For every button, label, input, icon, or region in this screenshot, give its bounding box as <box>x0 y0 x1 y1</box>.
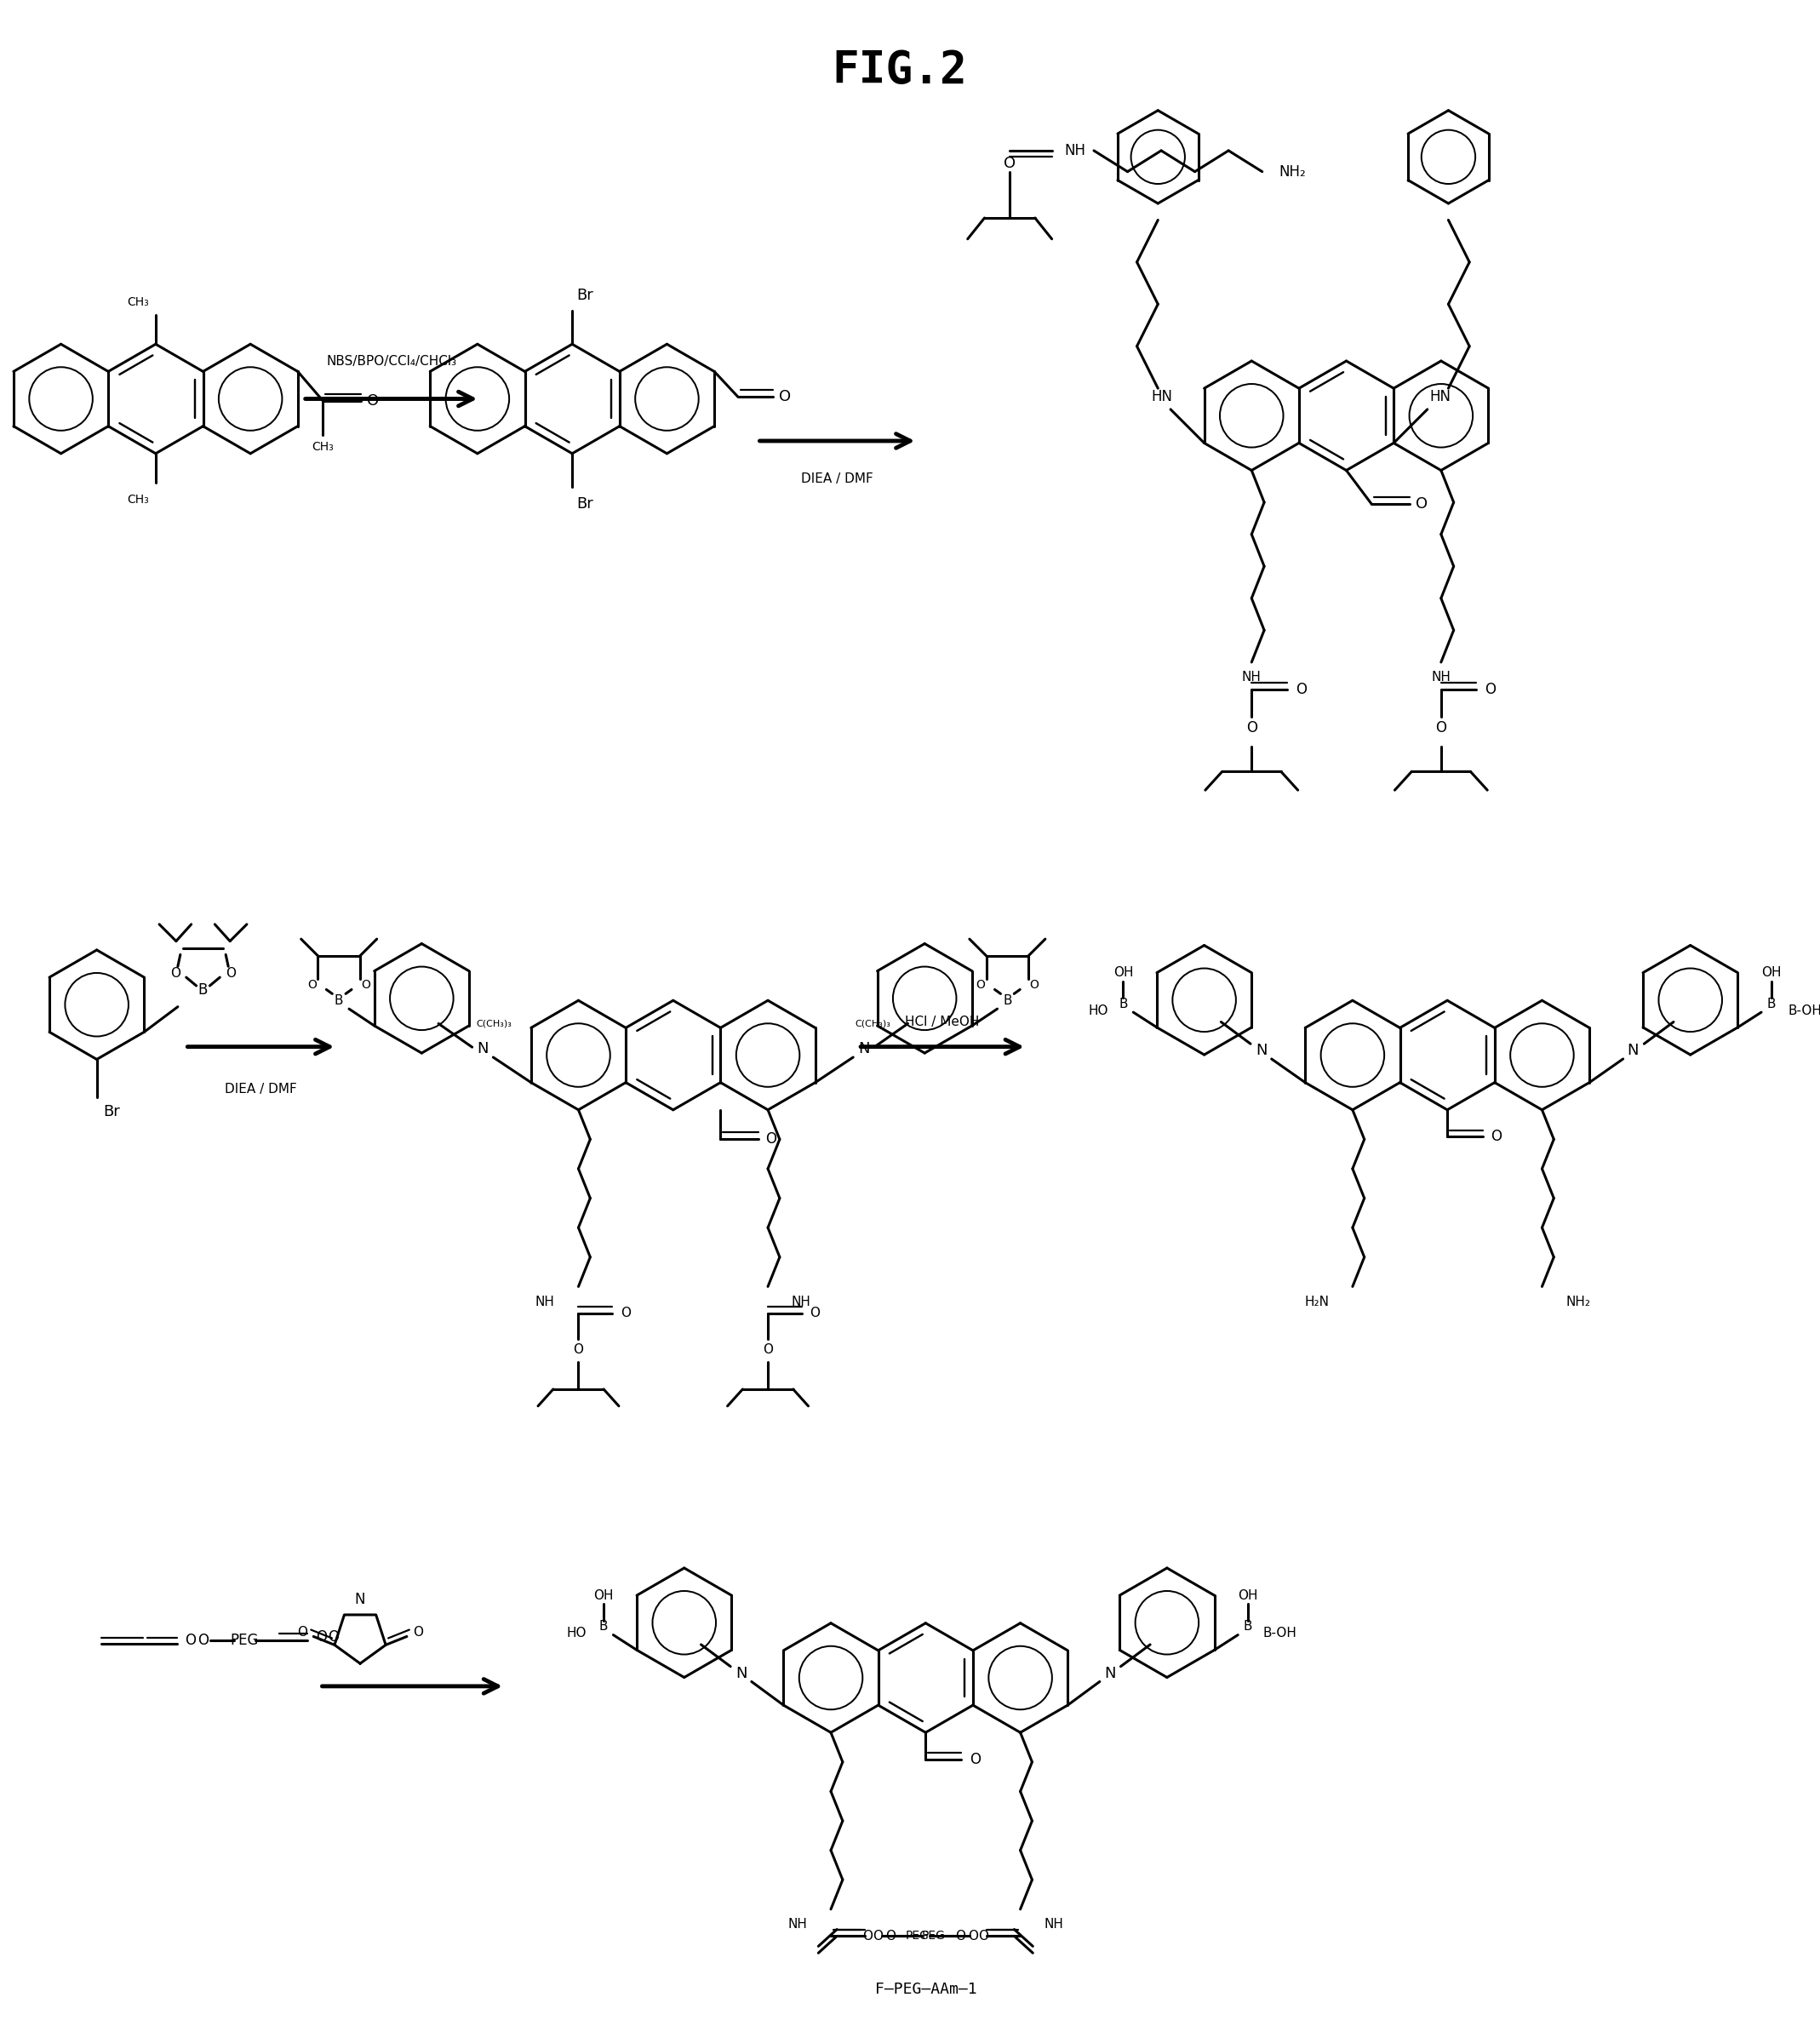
Text: CH₃: CH₃ <box>311 441 335 454</box>
Text: F–PEG–AAm–1: F–PEG–AAm–1 <box>875 1982 977 1996</box>
Text: PEG: PEG <box>921 1931 945 1943</box>
Text: B: B <box>335 995 344 1007</box>
Text: O: O <box>1003 155 1016 172</box>
Text: O: O <box>763 1344 774 1357</box>
Text: B: B <box>599 1620 608 1632</box>
Text: O: O <box>970 1751 981 1767</box>
Text: O: O <box>413 1626 422 1638</box>
Text: O: O <box>621 1308 632 1320</box>
Text: C(CH₃)₃: C(CH₃)₃ <box>855 1019 890 1028</box>
Text: B: B <box>1243 1620 1252 1632</box>
Text: OH: OH <box>1762 966 1782 979</box>
Text: O: O <box>886 1931 895 1943</box>
Text: NH: NH <box>535 1295 555 1308</box>
Text: NH₂: NH₂ <box>1565 1295 1591 1308</box>
Text: NBS/BPO/CCl₄/CHCl₃: NBS/BPO/CCl₄/CHCl₃ <box>326 355 457 368</box>
Text: O: O <box>764 1132 775 1146</box>
Text: PEG: PEG <box>229 1632 258 1647</box>
Text: CH₃: CH₃ <box>127 494 149 507</box>
Text: O: O <box>1030 979 1039 991</box>
Text: OH: OH <box>1238 1589 1258 1602</box>
Text: Br: Br <box>104 1103 120 1120</box>
Text: N: N <box>355 1591 366 1608</box>
Text: O: O <box>863 1931 874 1943</box>
Text: CH₃: CH₃ <box>127 296 149 308</box>
Text: O: O <box>1491 1130 1502 1144</box>
Text: N: N <box>1256 1042 1267 1058</box>
Text: O: O <box>186 1632 197 1647</box>
Text: NH: NH <box>792 1295 812 1308</box>
Text: O: O <box>956 1931 966 1943</box>
Text: O: O <box>1416 496 1427 511</box>
Text: B: B <box>198 983 207 997</box>
Text: OH: OH <box>1114 966 1134 979</box>
Text: O: O <box>779 388 792 405</box>
Text: O: O <box>368 394 379 409</box>
Text: DIEA / DMF: DIEA / DMF <box>226 1083 297 1095</box>
Text: O: O <box>360 979 371 991</box>
Text: O: O <box>1485 682 1496 697</box>
Text: O: O <box>198 1632 209 1647</box>
Text: Br: Br <box>577 496 593 511</box>
Text: NH: NH <box>1045 1918 1063 1931</box>
Text: O: O <box>169 966 180 979</box>
Text: Br: Br <box>577 288 593 302</box>
Text: B: B <box>1003 995 1012 1007</box>
Text: NH: NH <box>1241 670 1261 684</box>
Text: NH: NH <box>788 1918 808 1931</box>
Text: B: B <box>1119 997 1128 1009</box>
Text: NH: NH <box>1431 670 1451 684</box>
Text: HO: HO <box>566 1626 586 1641</box>
Text: B: B <box>1767 997 1776 1009</box>
Text: O: O <box>1436 721 1447 735</box>
Text: N: N <box>859 1042 870 1056</box>
Text: OH: OH <box>593 1589 613 1602</box>
Text: O: O <box>810 1308 821 1320</box>
Text: N: N <box>1105 1665 1116 1681</box>
Text: B-OH: B-OH <box>1789 1005 1820 1017</box>
Text: HN: HN <box>1152 388 1172 405</box>
Text: O: O <box>308 979 317 991</box>
Text: O: O <box>968 1931 979 1943</box>
Text: DIEA / DMF: DIEA / DMF <box>801 472 874 484</box>
Text: NH: NH <box>1065 143 1087 157</box>
Text: B-OH: B-OH <box>1263 1626 1298 1641</box>
Text: O: O <box>315 1628 326 1645</box>
Text: O: O <box>297 1626 308 1638</box>
Text: FIG.2: FIG.2 <box>832 49 966 92</box>
Text: N: N <box>735 1665 748 1681</box>
Text: NH₂: NH₂ <box>1279 163 1307 180</box>
Text: PEG: PEG <box>906 1931 930 1943</box>
Text: O: O <box>874 1931 883 1943</box>
Text: O: O <box>328 1628 339 1645</box>
Text: N: N <box>477 1042 488 1056</box>
Text: HO: HO <box>1088 1005 1108 1017</box>
Text: O: O <box>573 1344 584 1357</box>
Text: O: O <box>1247 721 1258 735</box>
Text: O: O <box>976 979 985 991</box>
Text: HN: HN <box>1429 388 1451 405</box>
Text: H₂N: H₂N <box>1305 1295 1329 1308</box>
Text: N: N <box>1627 1042 1638 1058</box>
Text: HCl / MeOH: HCl / MeOH <box>905 1015 979 1028</box>
Text: C(CH₃)₃: C(CH₃)₃ <box>477 1019 511 1028</box>
Text: O: O <box>977 1931 988 1943</box>
Text: O: O <box>226 966 237 979</box>
Text: O: O <box>1296 682 1307 697</box>
